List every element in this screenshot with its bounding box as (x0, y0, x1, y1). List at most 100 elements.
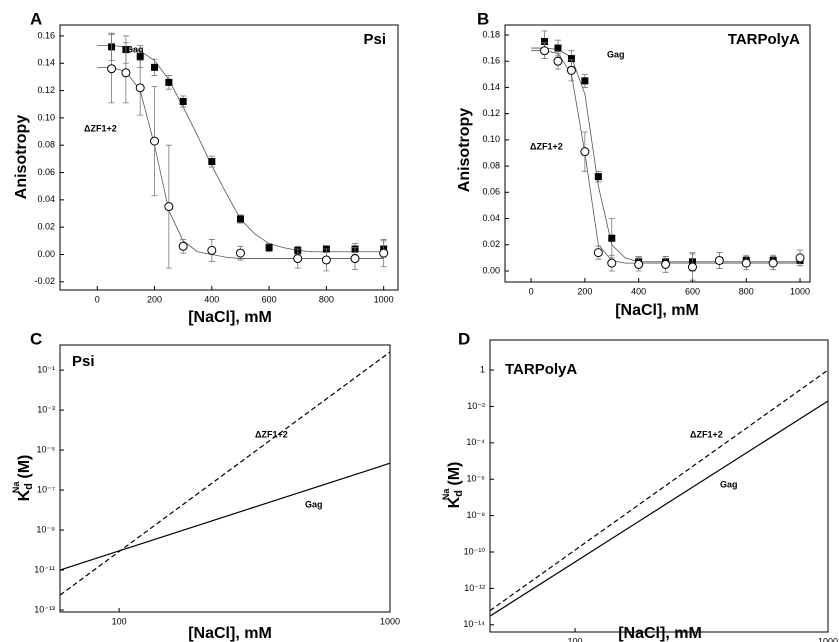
panel-letter: B (477, 9, 489, 28)
y-tick-label: -0.02 (34, 276, 55, 286)
y-tick-label: 10⁻¹⁴ (463, 619, 485, 629)
series-label: Gag (305, 499, 323, 509)
y-tick-label: 0.06 (37, 167, 55, 177)
y-tick-label: 10⁻⁷ (37, 484, 55, 494)
y-tick-label: 0.14 (37, 58, 55, 68)
series-label: ΔZF1+2 (530, 141, 563, 151)
y-tick-label: 0.10 (37, 112, 55, 122)
y-label-unit: (M) (446, 462, 463, 486)
y-tick-label: 10⁻⁹ (36, 524, 55, 534)
series-label: ΔZF1+2 (255, 429, 288, 439)
data-point (741, 258, 751, 268)
data-point (661, 259, 671, 269)
y-tick-label: 0.00 (37, 249, 55, 259)
y-tick-label: 0.16 (482, 56, 500, 66)
y-tick-label: 10⁻⁵ (37, 444, 56, 454)
line (489, 369, 829, 612)
x-axis-label: [NaCl], mM (188, 309, 272, 326)
y-tick-label: 10⁻⁴ (466, 437, 485, 447)
line (489, 400, 829, 617)
data-point (236, 215, 244, 223)
panel: 0 200 400 600 800 1000 -0.02 0.00 0.02 0.04 0.06 0.… (13, 9, 399, 326)
data-point (135, 83, 145, 93)
series-label: Gag (720, 479, 738, 489)
x-tick-label: 0 (529, 286, 534, 296)
data-point (540, 46, 550, 56)
fit-curve (531, 50, 801, 264)
panel: 100 1000 10⁻¹³ 10⁻¹¹ 10⁻⁹ 10⁻⁷ 10⁻⁵ 10⁻³ 10⁻¹ C Ps… (11, 329, 400, 642)
x-tick-label: 800 (739, 286, 754, 296)
data-point (580, 147, 590, 157)
data-point (208, 158, 216, 166)
x-tick-label: 200 (577, 286, 592, 296)
y-tick-label: 10⁻¹² (464, 583, 485, 593)
data-point (165, 78, 173, 86)
x-axis-label: [NaCl], mM (618, 625, 702, 642)
y-tick-label: 10⁻³ (37, 404, 55, 414)
x-tick-label: 100 (568, 636, 583, 642)
y-tick-label: 0.08 (482, 160, 500, 170)
line (59, 351, 391, 596)
data-point (151, 63, 159, 71)
data-point (350, 254, 360, 264)
y-tick-label: 10⁻⁶ (467, 474, 486, 484)
y-label-sub: d (453, 490, 465, 497)
y-label-main: K (446, 496, 463, 508)
plot-frame (504, 24, 811, 283)
data-point (714, 255, 724, 265)
data-point (795, 253, 805, 263)
panel-letter: A (30, 9, 42, 28)
y-tick-label: 10⁻¹¹ (34, 564, 55, 574)
data-point (321, 255, 331, 265)
y-label-sub: d (23, 483, 35, 490)
y-tick-label: 1 (480, 364, 485, 374)
x-tick-label: 400 (631, 286, 646, 296)
y-tick-label: 0.00 (482, 265, 500, 275)
y-label-sup: Na (11, 481, 21, 493)
panel-title: TARPolyA (505, 361, 577, 378)
data-point (107, 64, 117, 74)
x-tick-label: 1000 (790, 286, 810, 296)
y-tick-label: 0.16 (37, 30, 55, 40)
plot-frame (489, 339, 829, 633)
x-tick-label: 1000 (374, 294, 394, 304)
data-point (554, 44, 562, 52)
series-label: ΔZF1+2 (690, 429, 723, 439)
y-axis-label: KdNa (M) (441, 462, 465, 509)
y-tick-label: 0.14 (482, 82, 500, 92)
y-tick-label: 0.06 (482, 187, 500, 197)
data-point (379, 248, 389, 258)
y-label-sup: Na (441, 488, 451, 500)
x-tick-label: 600 (262, 294, 277, 304)
data-point (553, 56, 563, 66)
data-point (293, 254, 303, 264)
data-point (593, 248, 603, 258)
x-tick-label: 1000 (380, 616, 400, 626)
y-tick-label: 0.12 (37, 85, 55, 95)
data-point (687, 262, 697, 272)
series-label: Gag (126, 44, 144, 54)
data-point (567, 55, 575, 63)
panel-letter: D (458, 329, 470, 348)
data-point (150, 136, 160, 146)
y-tick-label: 0.04 (37, 194, 55, 204)
panel-title: Psi (72, 353, 95, 370)
y-tick-label: 0.02 (37, 222, 55, 232)
data-point (566, 65, 576, 75)
data-point (207, 245, 217, 255)
y-axis-label: Anisotropy (13, 115, 30, 200)
x-tick-label: 1000 (818, 636, 838, 642)
panel-letter: C (30, 329, 42, 348)
x-tick-label: 600 (685, 286, 700, 296)
x-tick-label: 400 (204, 294, 219, 304)
x-axis-label: [NaCl], mM (188, 625, 272, 642)
series-label: ΔZF1+2 (84, 123, 117, 133)
data-point (136, 52, 144, 60)
x-tick-label: 800 (319, 294, 334, 304)
series-label: Gag (607, 49, 625, 59)
panel: 0 200 400 600 800 1000 0.00 0.02 0.04 0.06 0.08 0.1… (456, 9, 811, 319)
data-point (164, 202, 174, 212)
y-tick-label: 10⁻² (467, 401, 485, 411)
x-axis-label: [NaCl], mM (615, 302, 699, 319)
y-label-unit: (M) (16, 455, 33, 479)
